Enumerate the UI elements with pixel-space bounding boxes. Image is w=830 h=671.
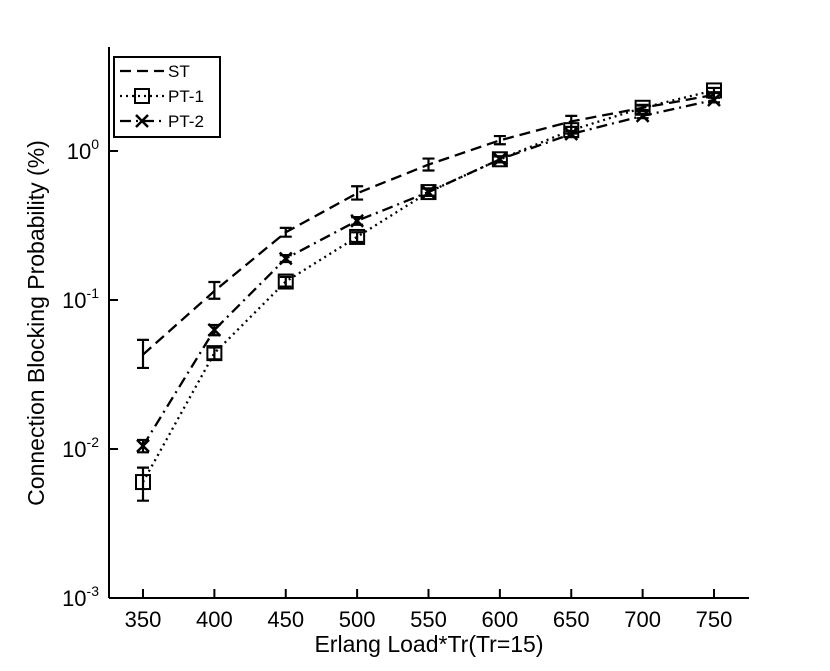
series-pt-2-marker (421, 185, 436, 199)
series-pt-1-errorbar (708, 86, 720, 95)
legend-box (113, 56, 221, 138)
series-pt-2 (136, 93, 721, 454)
plot-area: 350 400 450 500 550 600 650 700 750 10-3 10-2 10-1… (62, 47, 749, 632)
series-pt-2-marker (492, 152, 507, 167)
x-ticks: 350 400 450 500 550 600 650 700 750 (125, 589, 733, 632)
legend: ST PT-1 PT-2 (113, 56, 221, 138)
y-tick-label: 100 (67, 136, 99, 164)
series-pt-1-marker (491, 151, 508, 168)
series-st-errorbar (493, 134, 506, 146)
series-layer (135, 82, 722, 502)
series-pt-2-marker (350, 213, 365, 228)
series-st-errorbar (279, 226, 292, 238)
y-tick-label: 10-1 (62, 285, 99, 313)
x-tick-label: 350 (125, 607, 162, 632)
x-axis-label: Erlang Load*Tr(Tr=15) (314, 631, 543, 657)
series-pt-2-marker (635, 109, 650, 123)
y-ticks: 10-3 10-2 10-1 100 (62, 136, 118, 611)
x-tick-label: 400 (196, 607, 233, 632)
series-pt-2-marker (207, 323, 222, 337)
series-pt-2-marker (278, 251, 293, 266)
x-tick-label: 750 (696, 607, 733, 632)
y-tick-label: 10-3 (62, 583, 99, 611)
series-pt-2-marker (707, 93, 721, 107)
legend-item-pt-2: PT-2 (120, 112, 204, 131)
legend-item-st: ST (120, 62, 190, 81)
legend-item-st-label: ST (168, 62, 190, 81)
series-pt-1-errorbar (279, 275, 292, 288)
x-tick-label: 450 (267, 607, 304, 632)
y-tick-label: 10-2 (62, 434, 99, 462)
legend-item-pt-1-marker (134, 88, 150, 104)
legend-item-pt-2-marker (135, 114, 149, 128)
series-pt-1 (135, 82, 722, 502)
x-tick-label: 500 (339, 607, 376, 632)
x-tick-label: 700 (624, 607, 661, 632)
series-pt-2-line (142, 98, 715, 447)
x-tick-label: 650 (553, 607, 590, 632)
series-pt-1-errorbar (351, 231, 364, 244)
series-st-errorbar (208, 280, 221, 300)
series-pt-1-errorbar (137, 466, 149, 502)
legend-item-pt-1-label: PT-1 (168, 87, 204, 106)
series-pt-2-marker (564, 127, 579, 141)
series-pt-1-errorbar (208, 346, 221, 361)
legend-item-pt-2-label: PT-2 (168, 112, 204, 131)
series-pt-1-marker (277, 273, 294, 290)
x-tick-label: 600 (482, 607, 519, 632)
x-tick-label: 550 (410, 607, 447, 632)
series-pt-1-marker (349, 228, 366, 245)
y-axis-label: Connection Blocking Probability (%) (23, 140, 49, 506)
series-st (137, 91, 720, 370)
series-pt-2-marker (136, 438, 150, 453)
series-pt-1-marker (420, 184, 437, 201)
series-st-errorbar (137, 338, 149, 370)
series-pt-1-marker (206, 345, 223, 362)
legend-item-pt-1: PT-1 (120, 87, 204, 106)
series-pt-1-line (141, 89, 715, 483)
series-st-errorbar (351, 185, 364, 201)
series-pt-1-marker (135, 474, 151, 491)
series-st-line (142, 93, 715, 356)
series-st-errorbar (422, 157, 435, 172)
